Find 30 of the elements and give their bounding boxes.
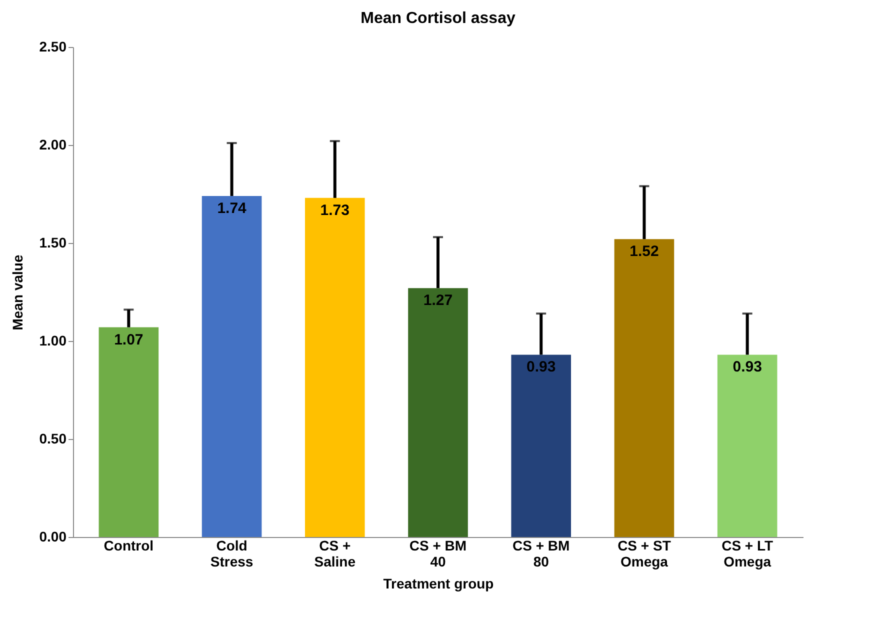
bar xyxy=(98,327,159,537)
data-label: 1.74 xyxy=(217,200,248,217)
y-axis-title: Mean value xyxy=(9,254,26,330)
bar xyxy=(511,354,572,537)
x-tick-label: CS + BM 80 xyxy=(512,538,570,570)
y-tick-label: 0.50 xyxy=(39,430,67,446)
y-tick-label: 2.00 xyxy=(39,136,67,152)
x-tick-label: Cold Stress xyxy=(210,538,254,570)
bar xyxy=(717,354,778,537)
data-label: 1.07 xyxy=(114,331,144,348)
y-tick-label: 1.00 xyxy=(39,332,67,348)
y-tick-label: 0.00 xyxy=(39,528,67,544)
bar xyxy=(408,288,468,537)
y-tick-label: 1.50 xyxy=(39,234,67,250)
x-axis-title: Treatment group xyxy=(383,576,494,592)
y-tick-label: 2.50 xyxy=(39,38,67,54)
data-label: 1.52 xyxy=(630,243,659,260)
x-tick-label: CS + LT Omega xyxy=(722,538,774,570)
bar xyxy=(614,239,674,537)
bar xyxy=(304,198,365,537)
x-tick-label: CS + Saline xyxy=(314,538,356,570)
data-label: 0.93 xyxy=(732,358,762,376)
x-tick-label: CS + BM 40 xyxy=(409,538,467,570)
x-tick-label: CS + ST Omega xyxy=(618,538,672,570)
data-label: 1.73 xyxy=(320,202,350,219)
data-label: 1.27 xyxy=(423,292,453,310)
x-tick-label: Control xyxy=(104,538,154,554)
bar xyxy=(202,196,262,537)
data-label: 0.93 xyxy=(526,358,556,376)
chart-title: Mean Cortisol assay xyxy=(360,10,516,27)
